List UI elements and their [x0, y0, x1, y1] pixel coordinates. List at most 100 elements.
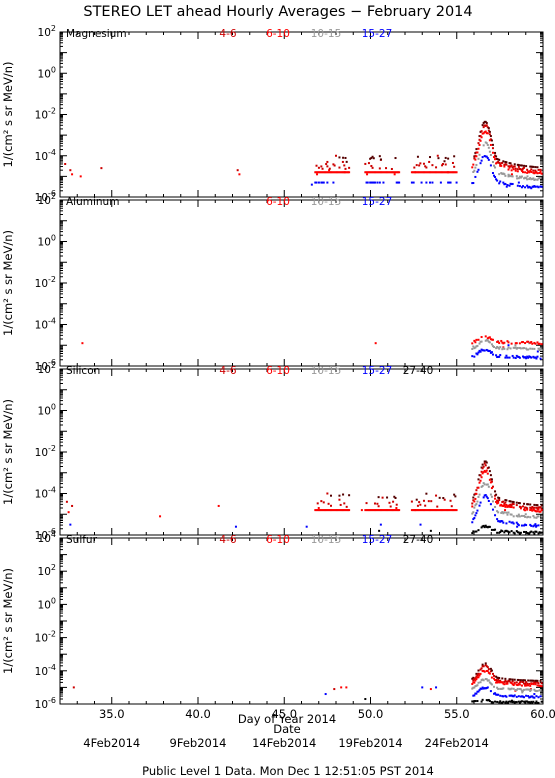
- data-point-10-15: [510, 513, 513, 516]
- data-point-10-15: [526, 688, 529, 691]
- data-point-10-15: [514, 689, 517, 692]
- data-point-15-27: [487, 350, 490, 353]
- data-point-6-10: [380, 509, 383, 512]
- data-point-15-27: [483, 494, 486, 497]
- data-point-15-27: [526, 355, 529, 358]
- data-point-4-6: [489, 138, 492, 141]
- data-point-27-40: [512, 531, 515, 534]
- aluminum-data-points: [81, 335, 543, 360]
- data-point-4-6: [510, 164, 513, 167]
- data-point-6-10: [489, 481, 492, 484]
- data-point-4-6: [371, 166, 374, 169]
- data-point-6-10: [375, 509, 378, 512]
- data-point-4-6: [326, 492, 329, 495]
- data-point-6-10: [420, 509, 423, 512]
- data-point-15-27: [489, 690, 492, 693]
- data-point-6-10: [540, 509, 543, 512]
- data-point-6-10: [524, 171, 527, 174]
- data-point-6-10: [471, 342, 474, 345]
- data-point-6-10: [217, 504, 220, 507]
- data-point-27-40: [477, 529, 480, 532]
- data-point-6-10: [430, 509, 433, 512]
- data-point-4-6: [389, 505, 392, 508]
- data-point-4-6: [444, 163, 447, 166]
- data-point-4-6: [320, 165, 323, 168]
- data-point-4-6: [526, 682, 529, 685]
- data-point-15-27: [478, 504, 481, 507]
- data-point-4-6: [472, 496, 475, 499]
- data-point-6-10: [396, 171, 399, 174]
- data-point-10-15: [536, 178, 539, 181]
- data-point-4-6: [491, 672, 494, 675]
- data-point-4-6: [394, 157, 397, 160]
- data-point-27-40: [525, 530, 528, 533]
- data-point-10-15: [525, 347, 528, 350]
- data-point-15-27: [516, 355, 519, 358]
- data-point-6-10: [315, 509, 318, 512]
- data-point-4-6: [539, 506, 542, 509]
- data-point-6-10: [425, 509, 428, 512]
- data-point-4-6: [395, 503, 398, 506]
- data-point-4-6: [428, 160, 431, 163]
- data-point-6-10: [501, 504, 504, 507]
- data-point-4-6: [513, 163, 516, 166]
- data-point-4-6: [477, 478, 480, 481]
- data-point-4-6: [317, 166, 320, 169]
- data-point-4-6: [491, 147, 494, 150]
- data-point-6-10: [372, 171, 375, 174]
- data-point-15-27: [475, 692, 478, 695]
- data-point-4-6: [370, 164, 373, 167]
- data-point-4-6: [453, 155, 456, 158]
- data-point-10-15: [485, 678, 488, 681]
- data-point-6-10: [539, 170, 542, 173]
- data-point-6-10: [481, 472, 484, 475]
- data-point-6-10: [449, 171, 452, 174]
- data-point-6-10: [380, 171, 383, 174]
- data-point-27-40: [529, 702, 532, 705]
- data-point-6-10: [503, 165, 506, 168]
- data-point-15-27: [517, 524, 520, 527]
- data-point-27-40: [504, 529, 507, 532]
- data-point-4-6: [481, 463, 484, 466]
- data-point-10-15: [516, 346, 519, 349]
- data-point-10-15: [520, 175, 523, 178]
- data-point-10-15: [471, 687, 474, 690]
- data-point-27-40: [524, 701, 527, 704]
- data-point-4-6: [69, 169, 72, 172]
- data-point-6-10: [390, 509, 393, 512]
- data-point-27-40: [532, 700, 535, 703]
- data-point-4-6: [475, 489, 478, 492]
- data-point-4-6: [509, 500, 512, 503]
- data-point-4-6: [539, 168, 542, 171]
- data-point-6-10: [365, 171, 368, 174]
- data-point-6-10: [372, 509, 375, 512]
- sulfur-plot-frame: [59, 537, 544, 705]
- data-point-15-27: [495, 178, 498, 181]
- data-point-10-15: [529, 177, 532, 180]
- data-point-4-6: [490, 480, 493, 483]
- x-tick-label: 55.0: [444, 707, 470, 721]
- data-point-4-6: [535, 679, 538, 682]
- date-tick-label: 9Feb2014: [170, 736, 227, 750]
- x-tick-label: 45.0: [271, 707, 297, 721]
- data-point-15-27: [503, 183, 506, 186]
- data-point-6-10: [475, 492, 478, 495]
- data-point-4-6: [537, 168, 540, 171]
- data-point-10-15: [511, 175, 514, 178]
- data-point-15-27: [493, 692, 496, 695]
- data-point-10-15: [517, 177, 520, 180]
- data-point-10-15: [502, 172, 505, 175]
- data-point-15-27: [532, 355, 535, 358]
- data-point-4-6: [343, 502, 346, 505]
- data-point-6-10: [431, 509, 434, 512]
- data-point-6-10: [510, 169, 513, 172]
- data-point-6-10: [478, 481, 481, 484]
- data-point-4-6: [503, 680, 506, 683]
- data-point-15-27: [502, 521, 505, 524]
- data-point-27-40: [496, 700, 499, 703]
- data-point-4-6: [519, 168, 522, 171]
- y-tick-label: 10-6: [35, 696, 56, 711]
- data-point-27-40: [472, 530, 475, 533]
- data-point-27-40: [523, 530, 526, 533]
- data-point-6-10: [333, 509, 336, 512]
